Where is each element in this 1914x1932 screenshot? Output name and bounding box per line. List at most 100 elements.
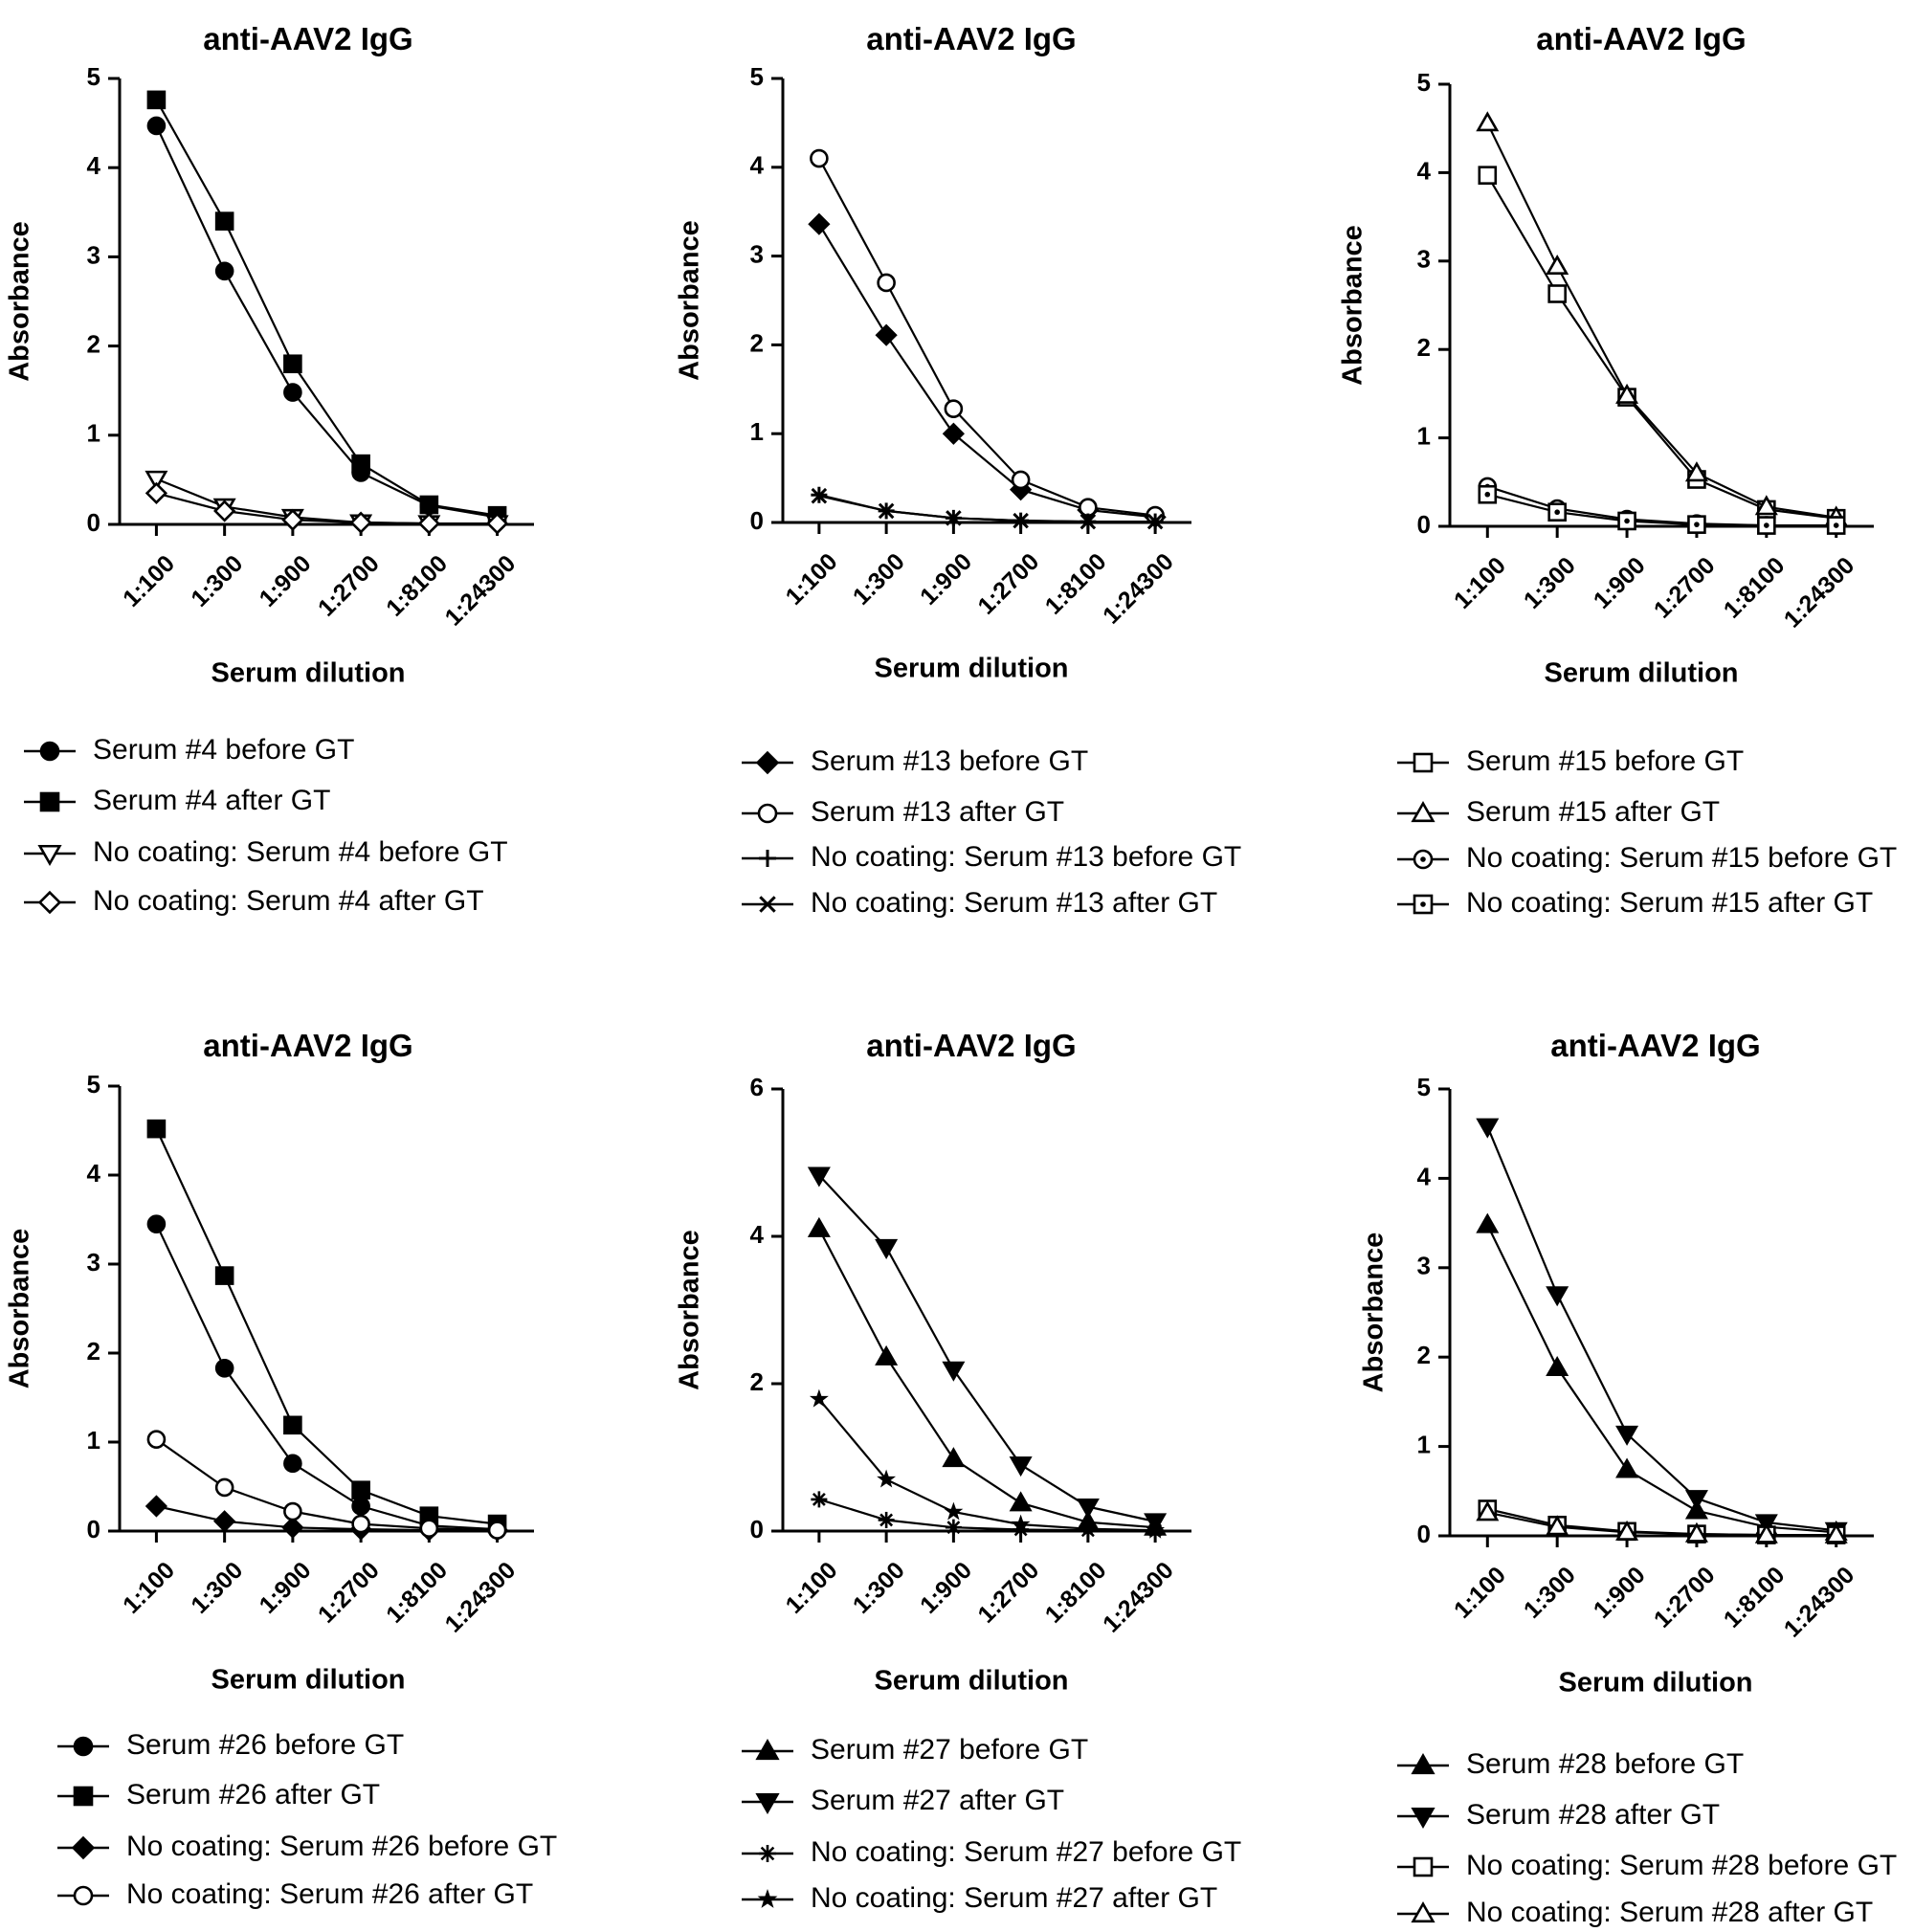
legend-marker [759, 1845, 776, 1862]
data-point [214, 1266, 234, 1285]
data-point [1757, 516, 1776, 535]
legend-item: No coating: Serum #4 before GT [24, 836, 508, 868]
legend-label: Serum #28 after GT [1466, 1799, 1720, 1831]
y-tick-label: 3 [750, 239, 764, 268]
x-tick-label: 1:24300 [1779, 1562, 1860, 1643]
data-point [351, 1480, 370, 1500]
series-1 [1476, 1212, 1848, 1541]
legend-marker [73, 1736, 94, 1757]
x-tick-label: 1:2700 [1649, 1562, 1721, 1633]
data-point [875, 1238, 899, 1259]
x-tick-label: 1:24300 [1098, 548, 1179, 630]
data-point [1824, 1522, 1848, 1543]
legend-item: Serum #28 before GT [1397, 1748, 1744, 1780]
data-point [811, 1491, 828, 1508]
data-point [1009, 1491, 1033, 1512]
series-line [1486, 174, 1836, 520]
data-point [1684, 461, 1708, 482]
data-point [944, 1501, 964, 1521]
series-1 [808, 212, 1167, 529]
x-tick-label: 1:2700 [313, 550, 385, 622]
legend-label: Serum #13 before GT [811, 745, 1088, 777]
y-tick-label: 6 [750, 1073, 764, 1101]
legend-item: No coating: Serum #26 before GT [57, 1831, 557, 1862]
x-tick-label: 1:100 [781, 1557, 843, 1619]
series-4 [1476, 1500, 1848, 1543]
x-tick-label: 1:24300 [440, 1557, 522, 1638]
x-axis-label: Serum dilution [211, 658, 406, 689]
y-tick-label: 3 [87, 1248, 100, 1277]
chart-panel-6: anti-AAV2 IgG 0 1 2 3 4 5 1:100 1:300 1:9001:2700… [1359, 1028, 1898, 1928]
y-tick-label: 2 [87, 1337, 100, 1366]
data-point [1011, 1514, 1031, 1533]
data-point [213, 1510, 236, 1533]
series-2 [807, 1166, 1168, 1534]
legend-label: No coating: Serum #4 after GT [93, 885, 484, 917]
legend-item: No coating: Serum #28 after GT [1397, 1897, 1873, 1928]
data-point [877, 1469, 897, 1488]
legend-label: No coating: Serum #26 before GT [126, 1831, 557, 1862]
x-tick-label: 1:300 [1519, 552, 1581, 614]
legend-label: No coating: Serum #26 after GT [126, 1878, 533, 1910]
x-tick-label: 1:100 [1449, 552, 1511, 614]
x-tick-label: 1:300 [186, 550, 248, 612]
data-point [281, 1516, 304, 1539]
data-point [146, 1119, 167, 1139]
y-tick-label: 0 [87, 508, 100, 537]
x-tick-label: 1:300 [1519, 1562, 1581, 1624]
data-point [1617, 511, 1636, 531]
data-point [283, 1415, 302, 1435]
data-point [214, 1359, 234, 1378]
legend-label: Serum #13 after GT [811, 796, 1064, 828]
x-tick-label: 1:900 [915, 548, 977, 611]
data-point [1684, 1521, 1708, 1543]
y-tick-label: 5 [750, 62, 764, 91]
data-point [1546, 1356, 1569, 1377]
legend-marker [1411, 1807, 1436, 1829]
data-point [810, 148, 829, 168]
series-1 [146, 1214, 507, 1539]
data-point [878, 1511, 895, 1528]
legend: Serum #4 before GT Serum #4 after GT No co… [24, 734, 508, 917]
series-line [817, 223, 1156, 519]
legend-item: Serum #15 before GT [1397, 745, 1744, 777]
data-point [1826, 516, 1846, 535]
x-axis-label: Serum dilution [875, 654, 1069, 684]
data-point [145, 1495, 168, 1518]
data-point [283, 354, 302, 374]
legend-marker [1413, 1856, 1434, 1877]
legend-item: No coating: Serum #27 before GT [742, 1836, 1241, 1868]
data-point [1478, 484, 1498, 504]
legend-marker [759, 896, 776, 913]
legend-label: Serum #27 after GT [811, 1785, 1064, 1816]
data-point [1476, 111, 1500, 132]
x-tick-label: 1:2700 [313, 1557, 385, 1629]
legend-label: No coating: Serum #27 after GT [811, 1882, 1217, 1914]
x-tick-label: 1:900 [255, 1557, 317, 1619]
legend-item: Serum #13 after GT [742, 796, 1064, 828]
data-point [145, 470, 168, 491]
series-line [818, 495, 1156, 523]
legend-label: Serum #4 before GT [93, 734, 354, 766]
data-point [146, 1214, 167, 1233]
legend-label: No coating: Serum #4 before GT [93, 836, 508, 868]
y-tick-label: 1 [87, 1426, 100, 1455]
chart-panel-2: anti-AAV2 IgG 0 1 2 3 4 5 1:100 1:300 1:9001:2700… [675, 21, 1242, 919]
data-point [1615, 1457, 1639, 1478]
series-line [155, 1128, 498, 1525]
series-4 [809, 1388, 1166, 1539]
x-tick-label: 1:2700 [1649, 552, 1721, 624]
data-point [146, 90, 167, 110]
data-point [878, 502, 895, 520]
y-tick-label: 5 [87, 62, 100, 91]
chart-panel-1: anti-AAV2 IgG 0 1 2 3 4 5 1:100 1:300 1:9001:2700… [5, 21, 534, 917]
data-point [1687, 515, 1706, 534]
data-point [1013, 512, 1029, 529]
legend-marker [757, 803, 778, 824]
legend-marker [1413, 752, 1434, 773]
series-line [156, 492, 498, 525]
series-line [818, 1498, 1156, 1532]
data-point [945, 1519, 962, 1536]
data-point [1546, 254, 1569, 275]
legend-label: No coating: Serum #13 after GT [811, 887, 1217, 919]
